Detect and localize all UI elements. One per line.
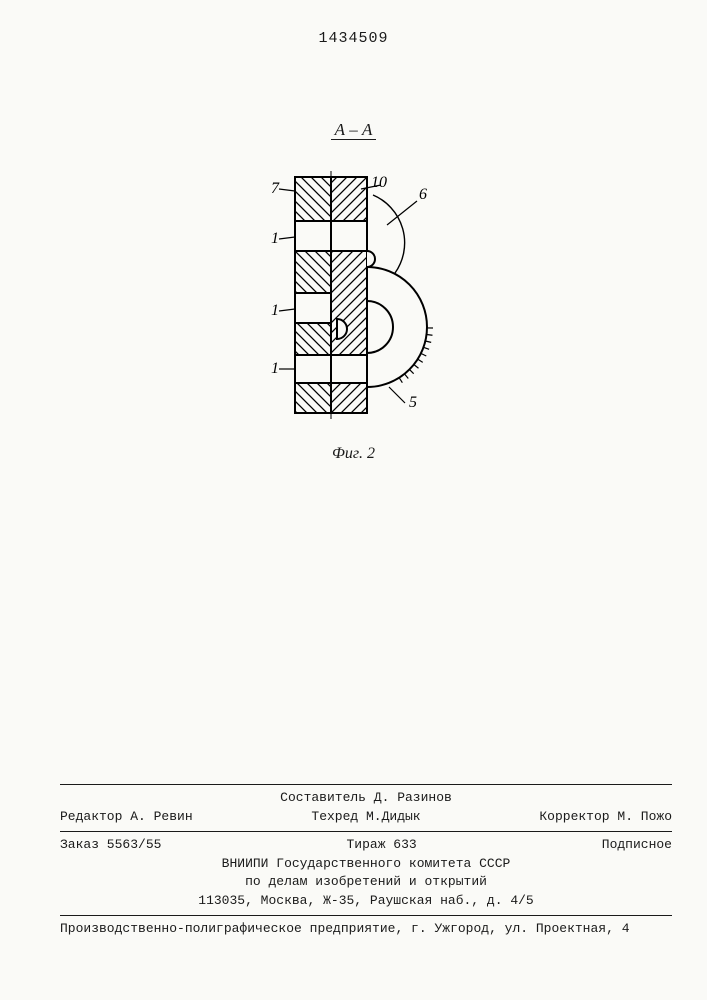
corrector: Корректор М. Пожо [539,808,672,827]
techred: Техред М.Дидык [311,808,420,827]
tirage: Тираж 633 [346,836,416,855]
org-addr: 113035, Москва, Ж-35, Раушская наб., д. … [60,892,672,911]
svg-text:1: 1 [271,360,279,377]
figure: 7 1 1 1 10 6 5 [0,155,707,440]
svg-text:7: 7 [271,180,280,197]
svg-text:6: 6 [419,186,427,203]
org-line1: ВНИИПИ Государственного комитета СССР [60,855,672,874]
svg-text:5: 5 [409,394,417,411]
editor: Редактор А. Ревин [60,808,193,827]
imprint: Составитель Д. Разинов Редактор А. Ревин… [60,780,672,939]
svg-text:1: 1 [271,302,279,319]
section-label-text: А – А [331,120,377,140]
doc-number: 1434509 [0,30,707,47]
section-label: А – А [0,120,707,140]
printer: Производственно-полиграфическое предприя… [60,920,672,939]
subscription: Подписное [602,836,672,855]
page: 1434509 А – А 7 1 1 1 10 6 5 Фиг. 2 Составител… [0,0,707,1000]
svg-text:10: 10 [371,174,387,191]
order: Заказ 5563/55 [60,836,161,855]
org-line2: по делам изобретений и открытий [60,873,672,892]
compiler: Составитель Д. Разинов [280,789,452,808]
figure-caption: Фиг. 2 [0,445,707,463]
svg-text:1: 1 [271,230,279,247]
figure-svg: 7 1 1 1 10 6 5 [239,155,469,435]
